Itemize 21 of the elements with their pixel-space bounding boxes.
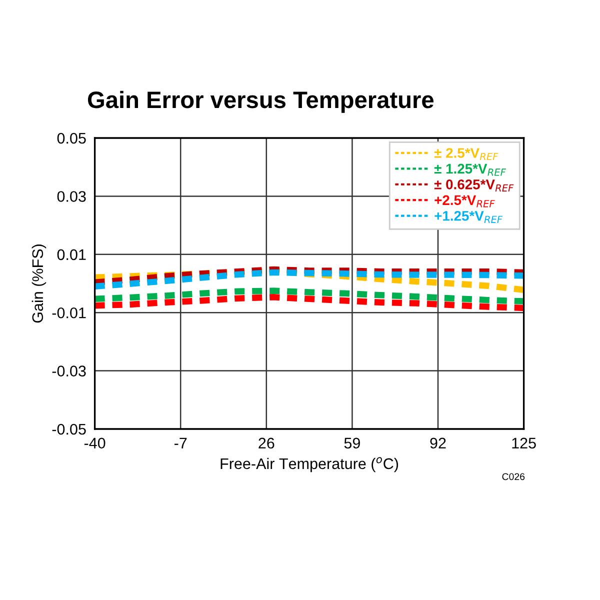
x-tick-label: -7 bbox=[174, 438, 187, 448]
legend-label: ± 0.625*V$_{REF}$ bbox=[434, 180, 514, 192]
legend-label: ± 2.5*V$_{REF}$ bbox=[434, 148, 498, 160]
y-tick-label: -0.01 bbox=[52, 307, 86, 318]
legend-label: ± 1.25*V$_{REF}$ bbox=[434, 164, 506, 176]
y-tick-label: 0.05 bbox=[57, 132, 86, 144]
x-axis-title: Free-Air Temperature ($^{o}$C) bbox=[220, 457, 398, 472]
y-axis-title: Gain (%FS) bbox=[32, 244, 46, 323]
text: C026 bbox=[502, 473, 525, 480]
y-tick-label: -0.03 bbox=[52, 366, 86, 376]
y-tick-label: -0.05 bbox=[52, 424, 86, 435]
y-tick-label: 0.03 bbox=[57, 191, 86, 202]
legend-label: +2.5*V$_{REF}$ bbox=[434, 195, 495, 208]
chart-title: Gain Error versus Temperature bbox=[88, 90, 434, 113]
x-tick-label: 26 bbox=[258, 438, 274, 449]
y-tick-label: 0.01 bbox=[57, 249, 86, 260]
x-tick-label: 92 bbox=[430, 438, 446, 449]
x-tick-label: -40 bbox=[84, 438, 106, 449]
legend-label: +1.25*V$_{REF}$ bbox=[434, 210, 503, 223]
x-tick-label: 125 bbox=[512, 438, 536, 449]
x-tick-label: 59 bbox=[344, 438, 360, 449]
